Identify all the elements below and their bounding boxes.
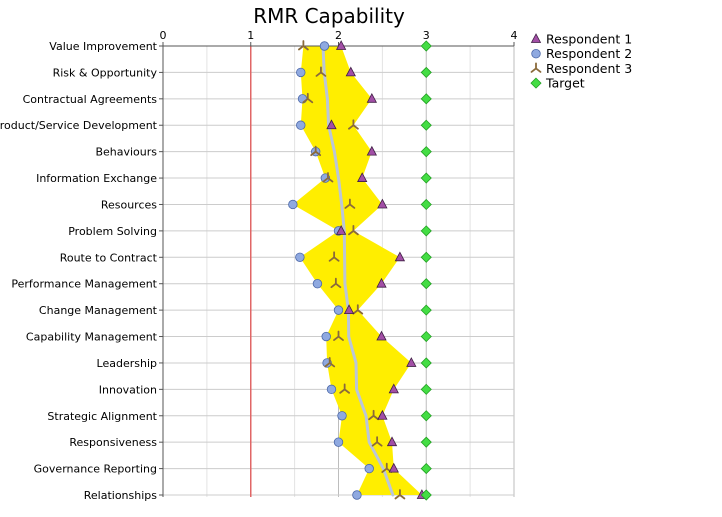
legend-marker-respondent-2 (532, 49, 541, 58)
respondent-2-point (289, 200, 298, 209)
category-label: Problem Solving (68, 225, 157, 238)
category-label: Leadership (97, 357, 157, 370)
category-label: Information Exchange (36, 172, 157, 185)
target-point (421, 67, 431, 77)
respondent-2-point (296, 121, 305, 130)
respondent-2-point (320, 42, 329, 51)
category-label: Relationships (84, 489, 158, 502)
legend-label: Respondent 2 (546, 46, 632, 61)
target-point (421, 411, 431, 421)
chart-title: RMR Capability (253, 4, 405, 28)
respondent-2-point (296, 68, 305, 77)
category-label: Governance Reporting (34, 463, 157, 476)
x-tick-label: 1 (247, 29, 254, 42)
category-label: Contractual Agreements (23, 93, 158, 106)
category-label: Product/Service Development (0, 119, 158, 132)
respondent-range-band (293, 46, 422, 495)
respondent-1-point (337, 41, 346, 50)
target-point (421, 464, 431, 474)
legend-label: Target (545, 76, 585, 91)
target-point (421, 41, 431, 51)
legend-marker-respondent-3 (532, 63, 541, 72)
respondent-2-point (353, 491, 362, 500)
legend-marker-respondent-1 (532, 34, 541, 43)
category-label: Risk & Opportunity (53, 66, 158, 79)
category-label: Performance Management (11, 278, 157, 291)
category-label: Capability Management (26, 331, 158, 344)
legend-marker-target (531, 78, 541, 88)
target-point (421, 279, 431, 289)
target-point (421, 437, 431, 447)
target-point (421, 94, 431, 104)
category-label: Strategic Alignment (47, 410, 157, 423)
respondent-2-point (313, 279, 322, 288)
x-tick-label: 2 (335, 29, 342, 42)
x-tick-label: 0 (160, 29, 167, 42)
category-label: Responsiveness (69, 436, 157, 449)
category-label: Behaviours (95, 146, 157, 159)
target-point (421, 384, 431, 394)
target-point (421, 305, 431, 315)
legend-label: Respondent 3 (546, 61, 632, 76)
target-point (421, 252, 431, 262)
target-point (421, 173, 431, 183)
x-tick-label: 3 (423, 29, 430, 42)
target-point (421, 332, 431, 342)
category-label: Resources (101, 198, 157, 211)
target-point (421, 226, 431, 236)
plot-area: 0 1 2 3 4 Value Improvement Risk & Opportunity… (0, 29, 518, 502)
category-label: Route to Contract (60, 251, 158, 264)
target-point (421, 147, 431, 157)
respondent-2-point (334, 306, 343, 315)
target-point (421, 120, 431, 130)
respondent-2-point (334, 438, 343, 447)
x-tick-label: 4 (511, 29, 518, 42)
respondent-2-point (327, 385, 336, 394)
category-label: Innovation (99, 383, 157, 396)
category-label: Change Management (39, 304, 158, 317)
target-point (421, 199, 431, 209)
respondent-2-point (365, 464, 374, 473)
respondent-2-point (338, 411, 347, 420)
respondent-2-point (322, 332, 331, 341)
respondent-2-point (296, 253, 305, 262)
legend-label: Respondent 1 (546, 32, 632, 47)
target-point (421, 358, 431, 368)
category-label: Value Improvement (49, 40, 157, 53)
respondent-2-point (298, 95, 307, 104)
